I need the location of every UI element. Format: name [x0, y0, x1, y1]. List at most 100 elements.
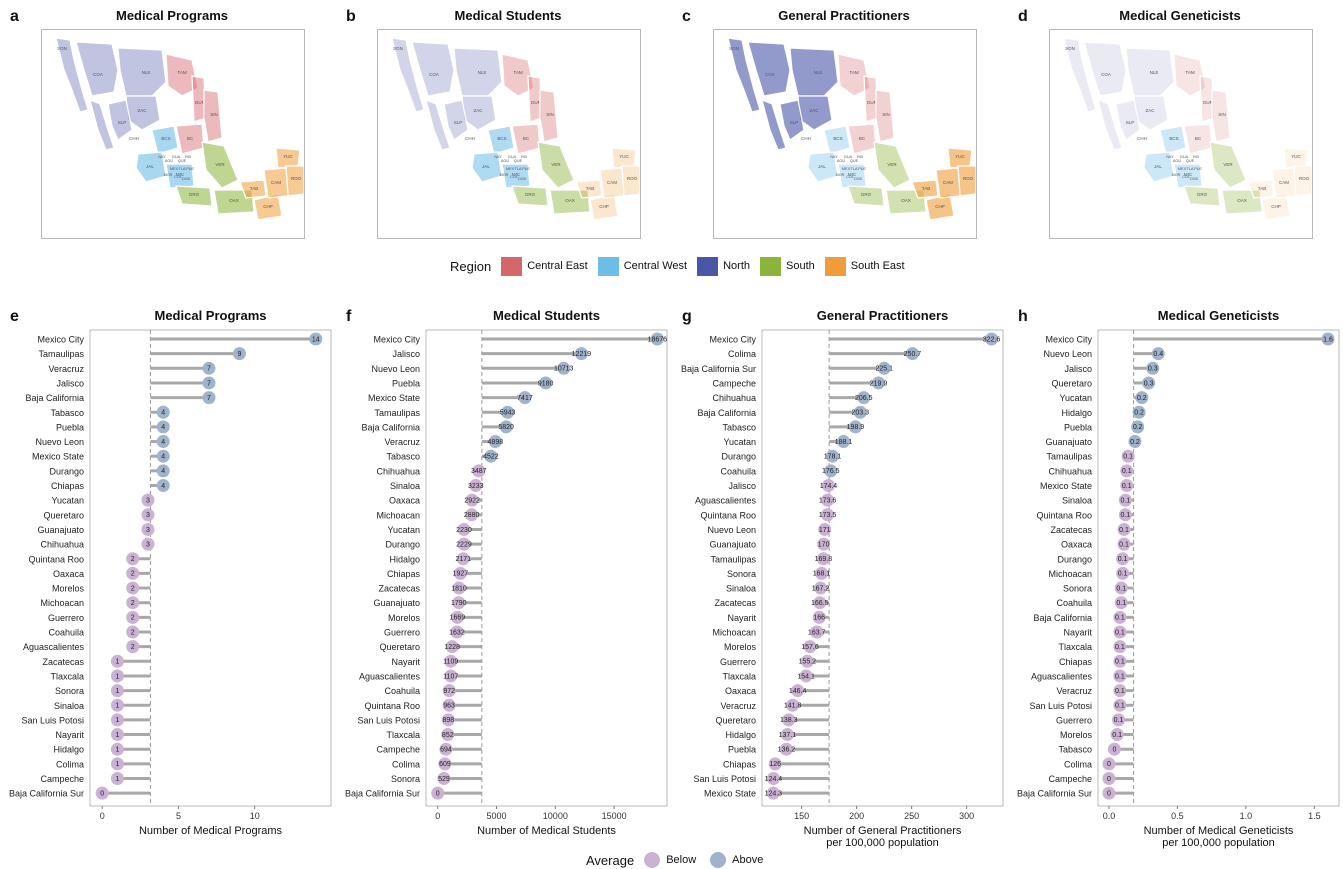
- category-label: Nayarit: [727, 613, 756, 623]
- data-label: 188.1: [835, 439, 853, 446]
- data-label: 0.4: [1153, 351, 1163, 358]
- lollipop-point: [456, 552, 470, 566]
- state-shape: [201, 141, 239, 189]
- data-label: 2171: [455, 556, 471, 563]
- lollipop-point: [820, 508, 834, 522]
- x-tick-label: 0.5: [1171, 811, 1184, 821]
- lollipop-point: [826, 449, 840, 463]
- category-label: Morelos: [1060, 730, 1093, 740]
- state-abbr-label: PUE: [858, 167, 866, 171]
- state-abbr-label: VER: [551, 162, 561, 167]
- state-abbr-label: DUR: [195, 100, 205, 105]
- lollipop-point: [95, 786, 109, 800]
- category-label: Quintana Roo: [700, 510, 756, 520]
- lollipop-point: [156, 464, 170, 478]
- region-legend: Region Central East Central West North Sout…: [450, 256, 915, 276]
- data-label: 2: [131, 571, 135, 578]
- state-shape: [1097, 98, 1123, 151]
- lollipop-point: [439, 742, 453, 756]
- state-shape: [443, 99, 469, 141]
- state-abbr-label: CMX: [854, 177, 863, 181]
- map-title: Medical Geneticists: [1119, 8, 1241, 23]
- x-tick-label: 1.0: [1240, 811, 1253, 821]
- lollipop-point: [800, 654, 814, 668]
- data-label: 178.1: [824, 454, 842, 461]
- state-shape: [1143, 151, 1175, 183]
- category-label: Guerrero: [1056, 715, 1092, 725]
- x-axis-label: Number of Medical Programs: [139, 825, 283, 837]
- category-label: Morelos: [388, 613, 421, 623]
- data-label: 0.1: [1118, 556, 1128, 563]
- category-label: San Luis Potosi: [357, 715, 420, 725]
- state-abbr-label: MIC: [848, 172, 857, 177]
- data-label: 0.1: [1115, 703, 1125, 710]
- state-abbr-label: CHH: [801, 136, 811, 141]
- data-label: 1: [116, 673, 120, 680]
- state-abbr-label: VER: [1223, 162, 1233, 167]
- state-shape: [511, 185, 549, 207]
- state-abbr-label: GRO: [525, 192, 536, 197]
- state-abbr-label: BCS: [833, 136, 842, 141]
- lollipop-point: [450, 625, 464, 639]
- category-label: Guanajuato: [373, 598, 420, 608]
- category-label: Coahuila: [384, 686, 420, 696]
- lollipop-point: [126, 566, 140, 580]
- state-abbr-label: QUE: [178, 159, 187, 163]
- data-label: 1927: [453, 571, 469, 578]
- state-abbr-label: COL: [1182, 175, 1190, 179]
- state-shape: [391, 37, 425, 113]
- lollipop-point: [431, 786, 445, 800]
- data-label: 609: [439, 761, 451, 768]
- data-label: 0: [100, 790, 104, 797]
- category-label: Chiapas: [387, 569, 421, 579]
- state-shape: [807, 151, 839, 183]
- lollipop-point: [766, 786, 780, 800]
- data-label: 14: [312, 336, 320, 343]
- category-label: Jalisco: [56, 378, 84, 388]
- state-shape: [55, 37, 89, 113]
- data-label: 2: [131, 615, 135, 622]
- category-label: Baja California Sur: [345, 789, 420, 799]
- data-label: 0: [1107, 790, 1111, 797]
- data-label: 0.1: [1115, 659, 1125, 666]
- state-shape: [875, 89, 895, 143]
- region-swatch: [597, 256, 619, 276]
- state-abbr-label: MEX: [1178, 167, 1187, 171]
- state-abbr-label: NLE: [1150, 70, 1159, 75]
- data-label: 2230: [456, 527, 472, 534]
- lollipop-point: [1117, 522, 1131, 536]
- data-label: 5943: [500, 410, 516, 417]
- data-label: 124.3: [765, 790, 783, 797]
- data-label: 1: [116, 732, 120, 739]
- mexico-map: SON CHH COA NLE TAM DUR SIN ZAC SLP BCS BC JAL MIC GR…: [1049, 29, 1313, 239]
- state-abbr-label: ZAC: [474, 108, 484, 113]
- state-shape: [1183, 185, 1221, 207]
- data-label: 0.1: [1122, 468, 1132, 475]
- lollipop-point: [848, 420, 862, 434]
- category-label: Veracruz: [48, 364, 84, 374]
- state-shape: [203, 89, 223, 143]
- category-label: Nayarit: [391, 657, 420, 667]
- category-label: Hidalgo: [1061, 408, 1092, 418]
- data-label: 0.1: [1121, 512, 1131, 519]
- lollipop-point: [1107, 742, 1121, 756]
- map-title: Medical Programs: [116, 8, 228, 23]
- state-abbr-label: SLP: [118, 120, 127, 125]
- lollipop-point: [1121, 449, 1135, 463]
- lollipop-point: [1151, 347, 1165, 361]
- lollipop-point: [141, 508, 155, 522]
- state-abbr-label: GRO: [861, 192, 872, 197]
- state-abbr-label: AGU: [165, 159, 173, 163]
- lollipop-point: [437, 772, 451, 785]
- x-tick-label: 0: [100, 811, 105, 821]
- state-abbr-label: OAX: [901, 198, 911, 203]
- lollipop-point: [1117, 537, 1131, 551]
- lollipop-point: [1118, 493, 1132, 507]
- category-label: Nuevo Leon: [1043, 349, 1092, 359]
- state-shape: [1199, 75, 1215, 123]
- lollipop-point: [1113, 654, 1127, 668]
- data-label: 3: [146, 497, 150, 504]
- data-label: 169.8: [815, 556, 833, 563]
- data-label: 0.2: [1130, 439, 1140, 446]
- category-label: Mexico City: [709, 335, 756, 345]
